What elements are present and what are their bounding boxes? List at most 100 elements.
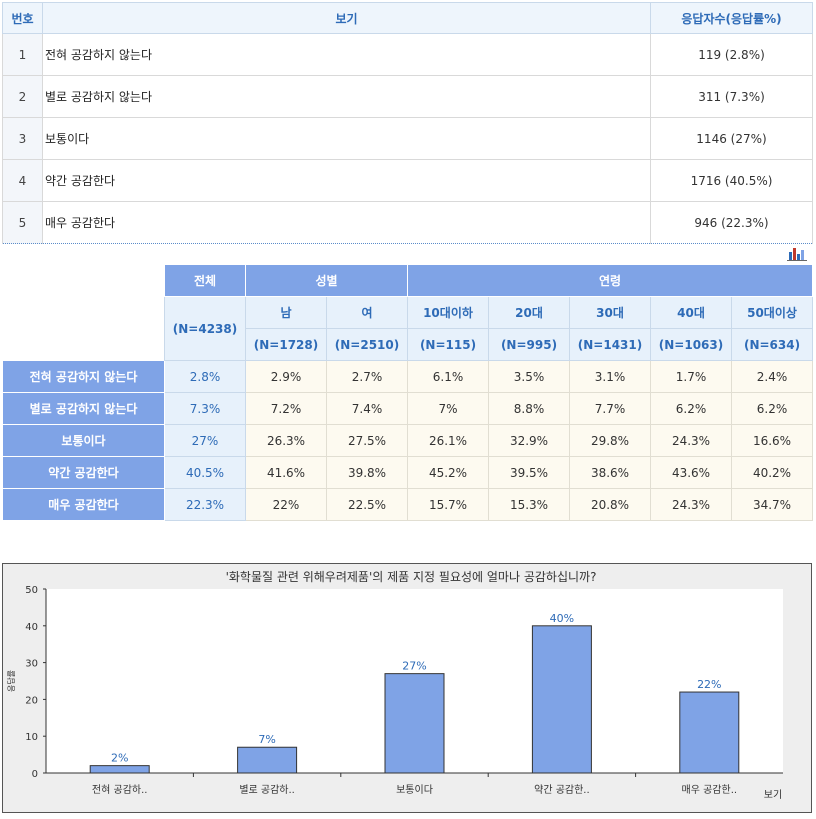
value-cell: 8.8%	[488, 392, 570, 425]
column-header: 여	[326, 296, 408, 329]
row-label: 약간 공감한다	[2, 456, 165, 489]
column-header: 50대이상	[730, 296, 814, 329]
header-no: 번호	[2, 2, 43, 34]
cross-row: 별로 공감하지 않는다 7.3% 7.2% 7.4% 7% 8.8% 7.7% 6.2% 6.2…	[2, 392, 814, 425]
row-number: 5	[2, 201, 43, 244]
value-cell: 26.1%	[407, 424, 489, 457]
option-label: 보통이다	[42, 117, 651, 160]
x-tick-label: 별로 공감하..	[239, 783, 295, 796]
x-tick-label: 매우 공감한..	[682, 784, 738, 796]
column-header: 20대	[488, 296, 570, 329]
header-total: 전체	[164, 264, 246, 297]
column-n: (N=1728)	[245, 328, 327, 361]
header-count: 응답자수(응답률%)	[650, 2, 813, 34]
value-cell: 38.6%	[569, 456, 651, 489]
value-cell: 7.2%	[245, 392, 327, 425]
response-row: 4 약간 공감한다 1716 (40.5%)	[2, 159, 813, 202]
row-label: 보통이다	[2, 424, 165, 457]
value-cell: 3.1%	[569, 360, 651, 393]
total-value: 27%	[164, 424, 246, 457]
value-cell: 6.2%	[730, 392, 814, 425]
row-number: 4	[2, 159, 43, 202]
response-count: 119 (2.8%)	[650, 33, 813, 76]
y-axis-label-text: 응답률	[6, 670, 16, 692]
cross-row: 보통이다 27% 26.3% 27.5% 26.1% 32.9% 29.8% 24.3% 16.…	[2, 424, 814, 457]
total-value: 22.3%	[164, 488, 246, 521]
value-cell: 2.9%	[245, 360, 327, 393]
column-n: (N=115)	[407, 328, 489, 361]
total-value: 2.8%	[164, 360, 246, 393]
cross-table: 전체 성별 연령 (N=4238) 남 여 10대이하 20대 30대 40대 50대이상 …	[2, 264, 814, 521]
value-cell: 7.7%	[569, 392, 651, 425]
value-cell: 20.8%	[569, 488, 651, 521]
value-cell: 32.9%	[488, 424, 570, 457]
column-n: (N=634)	[730, 328, 814, 361]
response-row: 5 매우 공감한다 946 (22.3%)	[2, 201, 813, 244]
value-cell: 6.1%	[407, 360, 489, 393]
y-tick-label: 50	[25, 585, 38, 596]
row-number: 3	[2, 117, 43, 160]
column-n: (N=1431)	[569, 328, 651, 361]
bar-value-label: 40%	[550, 612, 574, 625]
value-cell: 15.7%	[407, 488, 489, 521]
value-cell: 29.8%	[569, 424, 651, 457]
value-cell: 27.5%	[326, 424, 408, 457]
y-tick-label: 20	[25, 695, 38, 706]
header-option: 보기	[42, 2, 651, 34]
y-tick-label: 30	[25, 659, 38, 670]
row-number: 2	[2, 75, 43, 118]
value-cell: 34.7%	[730, 488, 814, 521]
bar-chart: '화학물질 관련 위해우려제품'의 제품 지정 필요성에 얼마나 공감하십니까?…	[6, 570, 783, 801]
column-header: 남	[245, 296, 327, 329]
bar	[679, 691, 740, 774]
value-cell: 16.6%	[730, 424, 814, 457]
bar	[89, 765, 150, 774]
header-age: 연령	[406, 264, 814, 297]
column-n: (N=2510)	[326, 328, 408, 361]
option-label: 매우 공감한다	[42, 201, 651, 244]
value-cell: 45.2%	[407, 456, 489, 489]
response-count: 1146 (27%)	[650, 117, 813, 160]
response-count: 1716 (40.5%)	[650, 159, 813, 202]
value-cell: 39.5%	[488, 456, 570, 489]
bars: 2% 전혀 공감하.. 7% 별로 공감하.. 27% 보통이다 40% 약간 공감한.. 22…	[89, 612, 740, 796]
x-axis-label: 보기	[764, 789, 782, 801]
cross-row: 매우 공감한다 22.3% 22% 22.5% 15.7% 15.3% 20.8% 24.3%…	[2, 488, 814, 521]
x-tick-label: 보통이다	[396, 784, 433, 796]
response-row: 2 별로 공감하지 않는다 311 (7.3%)	[2, 75, 813, 118]
corner-blank	[2, 264, 165, 361]
response-count: 311 (7.3%)	[650, 75, 813, 118]
y-tick-label: 40	[25, 622, 38, 633]
response-table-header: 번호 보기 응답자수(응답률%)	[2, 2, 813, 34]
row-label: 전혀 공감하지 않는다	[2, 360, 165, 393]
x-tick-label: 전혀 공감하..	[92, 783, 148, 796]
bar-value-label: 7%	[258, 733, 275, 746]
option-label: 전혀 공감하지 않는다	[42, 33, 651, 76]
x-tick-label: 약간 공감한..	[534, 784, 590, 796]
bar-chart-panel: '화학물질 관련 위해우려제품'의 제품 지정 필요성에 얼마나 공감하십니까?…	[2, 563, 812, 813]
row-label: 별로 공감하지 않는다	[2, 392, 165, 425]
value-cell: 39.8%	[326, 456, 408, 489]
bar-chart-icon[interactable]	[787, 246, 807, 261]
bar-value-label: 2%	[111, 752, 128, 765]
cross-row: 전혀 공감하지 않는다 2.8% 2.9% 2.7% 6.1% 3.5% 3.1% 1.7% 2…	[2, 360, 814, 393]
bar-value-label: 27%	[402, 660, 426, 673]
value-cell: 7%	[407, 392, 489, 425]
chart-title: '화학물질 관련 위해우려제품'의 제품 지정 필요성에 얼마나 공감하십니까?	[226, 570, 597, 584]
value-cell: 41.6%	[245, 456, 327, 489]
column-header: 40대	[650, 296, 732, 329]
total-value: 7.3%	[164, 392, 246, 425]
column-n: (N=1063)	[650, 328, 732, 361]
y-tick-label: 0	[32, 769, 38, 780]
response-table: 번호 보기 응답자수(응답률%) 1 전혀 공감하지 않는다 119 (2.8%) 2…	[2, 2, 813, 244]
value-cell: 15.3%	[488, 488, 570, 521]
bar	[237, 746, 298, 774]
cross-row: 약간 공감한다 40.5% 41.6% 39.8% 45.2% 39.5% 38.6% 43.…	[2, 456, 814, 489]
value-cell: 6.2%	[650, 392, 732, 425]
value-cell: 24.3%	[650, 488, 732, 521]
bar	[531, 625, 592, 774]
value-cell: 22.5%	[326, 488, 408, 521]
value-cell: 43.6%	[650, 456, 732, 489]
response-row: 1 전혀 공감하지 않는다 119 (2.8%)	[2, 33, 813, 76]
value-cell: 1.7%	[650, 360, 732, 393]
